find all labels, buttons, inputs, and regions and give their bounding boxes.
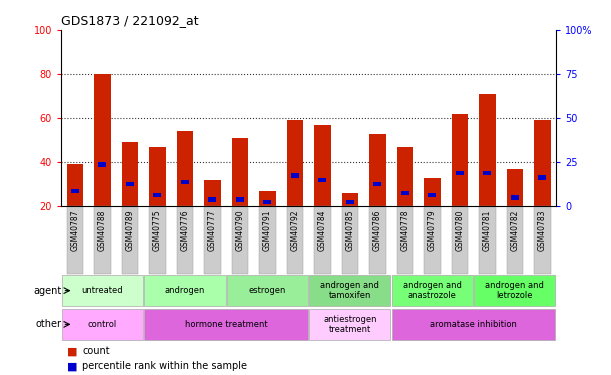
Text: androgen: androgen [164,286,205,295]
Bar [287,120,303,206]
FancyBboxPatch shape [259,206,276,274]
FancyBboxPatch shape [507,206,523,274]
Text: GSM40783: GSM40783 [538,210,547,251]
Text: GSM40791: GSM40791 [263,210,272,251]
FancyBboxPatch shape [309,309,390,340]
Bar [424,178,441,206]
Bar [208,197,216,202]
FancyBboxPatch shape [534,206,551,274]
Text: GSM40775: GSM40775 [153,210,162,251]
FancyBboxPatch shape [479,206,496,274]
FancyBboxPatch shape [227,275,308,306]
FancyBboxPatch shape [392,309,555,340]
FancyBboxPatch shape [424,206,441,274]
Bar [318,178,326,182]
FancyBboxPatch shape [287,206,303,274]
Text: GSM40792: GSM40792 [290,210,299,251]
Text: estrogen: estrogen [249,286,286,295]
FancyBboxPatch shape [397,206,413,274]
Bar [181,180,189,184]
Text: GSM40782: GSM40782 [510,210,519,251]
FancyBboxPatch shape [67,206,83,274]
Bar [94,74,111,206]
FancyBboxPatch shape [232,206,248,274]
Text: GSM40777: GSM40777 [208,210,217,251]
Text: ■: ■ [67,361,78,371]
Text: count: count [82,346,110,356]
FancyBboxPatch shape [62,309,143,340]
Bar [314,125,331,206]
Text: androgen and
tamoxifen: androgen and tamoxifen [320,281,379,300]
Bar [259,191,276,206]
Text: GSM40790: GSM40790 [235,210,244,251]
FancyBboxPatch shape [474,275,555,306]
Text: control: control [88,320,117,329]
FancyBboxPatch shape [392,275,473,306]
Bar [397,147,413,206]
Text: hormone treatment: hormone treatment [185,320,268,329]
Bar [456,171,464,176]
Text: GSM40781: GSM40781 [483,210,492,251]
Text: GSM40776: GSM40776 [180,210,189,251]
FancyBboxPatch shape [144,309,308,340]
Bar [534,120,551,206]
Bar [538,176,546,180]
Text: percentile rank within the sample: percentile rank within the sample [82,361,247,371]
FancyBboxPatch shape [122,206,138,274]
Bar [401,191,409,195]
FancyBboxPatch shape [62,275,143,306]
Text: GSM40787: GSM40787 [70,210,79,251]
Bar [149,147,166,206]
Bar [71,189,79,193]
Bar [373,182,381,186]
Text: GSM40778: GSM40778 [400,210,409,251]
Text: androgen and
letrozole: androgen and letrozole [485,281,544,300]
Bar [479,94,496,206]
Bar [428,193,436,197]
Bar [232,138,248,206]
Bar [511,195,519,200]
Text: antiestrogen
treatment: antiestrogen treatment [323,315,376,334]
Text: aromatase inhibition: aromatase inhibition [430,320,517,329]
Text: untreated: untreated [81,286,123,295]
Bar [263,200,271,204]
Bar [67,164,83,206]
Bar [483,171,491,176]
Text: GSM40788: GSM40788 [98,210,107,251]
FancyBboxPatch shape [144,275,225,306]
FancyBboxPatch shape [314,206,331,274]
FancyBboxPatch shape [342,206,358,274]
Bar [153,193,161,197]
Bar [369,134,386,206]
Bar [98,162,106,166]
FancyBboxPatch shape [369,206,386,274]
Bar [204,180,221,206]
FancyBboxPatch shape [94,206,111,274]
Bar [507,169,523,206]
Text: GSM40784: GSM40784 [318,210,327,251]
Text: GSM40785: GSM40785 [345,210,354,251]
FancyBboxPatch shape [177,206,193,274]
Text: GSM40779: GSM40779 [428,210,437,251]
Text: GSM40780: GSM40780 [455,210,464,251]
Text: other: other [35,320,62,329]
Bar [177,131,193,206]
Bar [291,173,299,178]
Bar [342,193,358,206]
Bar [452,114,468,206]
Text: ■: ■ [67,346,78,356]
Bar [346,200,354,204]
FancyBboxPatch shape [149,206,166,274]
FancyBboxPatch shape [309,275,390,306]
Text: GSM40789: GSM40789 [125,210,134,251]
Bar [236,197,244,202]
Bar [126,182,134,186]
Text: GDS1873 / 221092_at: GDS1873 / 221092_at [61,15,199,27]
FancyBboxPatch shape [204,206,221,274]
Text: androgen and
anastrozole: androgen and anastrozole [403,281,462,300]
Text: agent: agent [34,286,62,296]
FancyBboxPatch shape [452,206,468,274]
Text: GSM40786: GSM40786 [373,210,382,251]
Bar [122,142,138,206]
